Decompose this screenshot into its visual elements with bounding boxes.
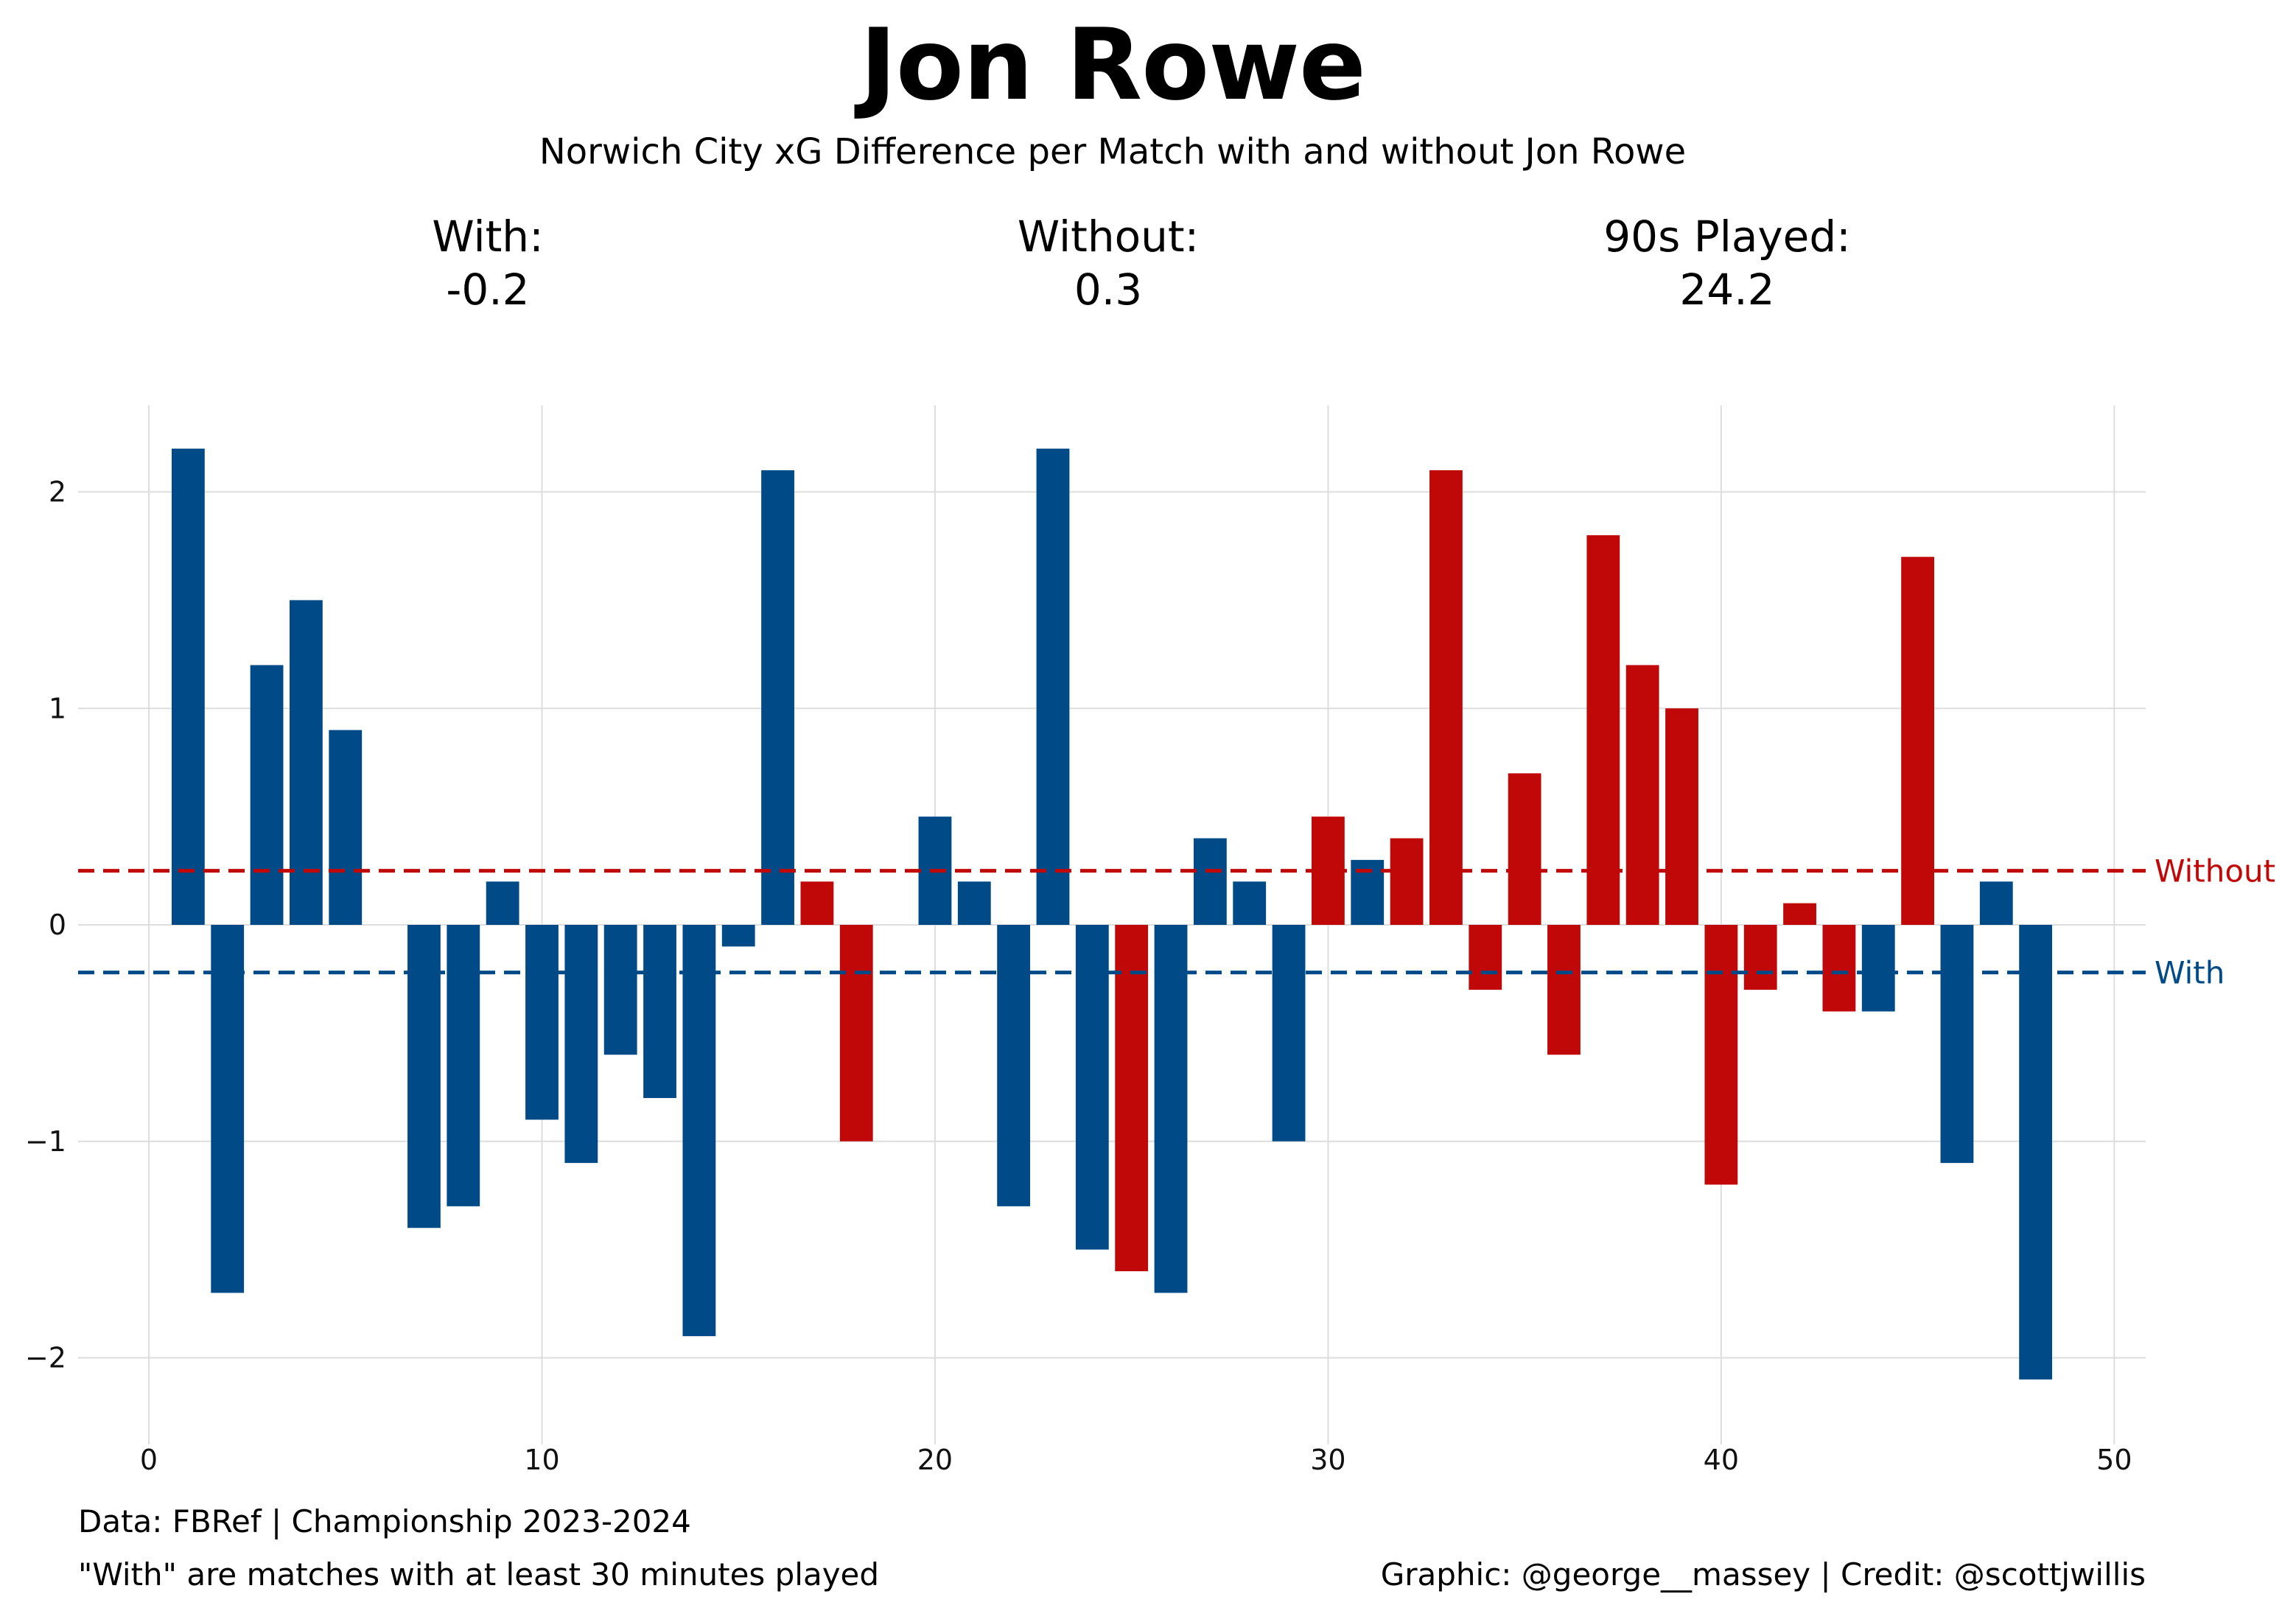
bar-without [1115,925,1149,1271]
y-tick-label: 1 [49,692,66,724]
bar-with [1979,881,2013,925]
stat-90s-played-value: 24.2 [1679,265,1775,315]
stat-90s-played: 90s Played: 24.2 [1506,210,1948,316]
bar-with [407,925,441,1228]
stat-90s-played-label: 90s Played: [1603,212,1851,262]
bar-with [1272,925,1306,1142]
stat-without-value: 0.3 [1074,265,1143,315]
bar-without [1743,925,1777,990]
y-tick-label: −2 [25,1342,66,1374]
bar-with [603,925,637,1055]
bar-with [643,925,676,1098]
y-tick-label: −1 [25,1125,66,1158]
footer-data-source: Data: FBRef | Championship 2023-2024 [78,1503,691,1539]
reference-label-with: With [2155,955,2225,991]
bar-with [1193,838,1227,925]
bar-with [1233,881,1267,925]
bar-without [1429,470,1463,925]
x-tick-label: 30 [1310,1444,1345,1476]
stat-with: With: -0.2 [267,210,709,316]
x-tick-label: 20 [917,1444,953,1476]
bar-with [682,925,716,1337]
bar-without [1586,535,1620,925]
bar-with [1075,925,1109,1250]
x-tick-label: 10 [524,1444,559,1476]
stat-with-value: -0.2 [446,265,530,315]
bar-with [290,600,323,925]
bar-with [957,881,991,925]
bar-with [525,925,559,1120]
bar-without [800,881,834,925]
bar-with [1861,925,1895,1012]
bar-with [211,925,245,1293]
bar-without [1508,773,1541,925]
bar-without [1783,903,1816,925]
chart-subtitle: Norwich City xG Difference per Match wit… [539,131,1687,172]
x-tick-label: 50 [2096,1444,2132,1476]
x-tick-label: 0 [140,1444,158,1476]
bar-with [721,925,755,947]
y-tick-label: 0 [49,909,66,941]
bar-without [1901,556,1934,925]
y-tick-label: 2 [49,476,66,508]
bar-with [329,730,363,925]
bar-without [1390,838,1424,925]
bar-with [447,925,480,1206]
bar-with [997,925,1031,1206]
bar-with [564,925,598,1164]
bar-without [1625,665,1659,925]
stat-without: Without: 0.3 [887,210,1329,316]
reference-label-without: Without [2155,853,2275,889]
bar-with [1036,448,1070,925]
stat-without-label: Without: [1017,212,1200,262]
bar-without [1547,925,1581,1055]
footer-note: "With" are matches with at least 30 minu… [78,1556,880,1593]
bar-without [839,925,873,1142]
bar-with [171,448,205,925]
footer-credit: Graphic: @george__massey | Credit: @scot… [1380,1556,2146,1593]
bar-with [1154,925,1188,1293]
bar-without [1822,925,1856,1012]
bar-with [1940,925,1974,1164]
bar-without [1665,708,1698,925]
bar-without [1704,925,1738,1185]
chart-title: Jon Rowe [860,7,1366,122]
bar-with [486,881,519,925]
x-tick-label: 40 [1704,1444,1739,1476]
bar-with [2019,925,2053,1380]
bar-with [761,470,794,925]
bar-with [250,665,284,925]
stat-with-label: With: [432,212,544,262]
bar-without [1469,925,1502,990]
